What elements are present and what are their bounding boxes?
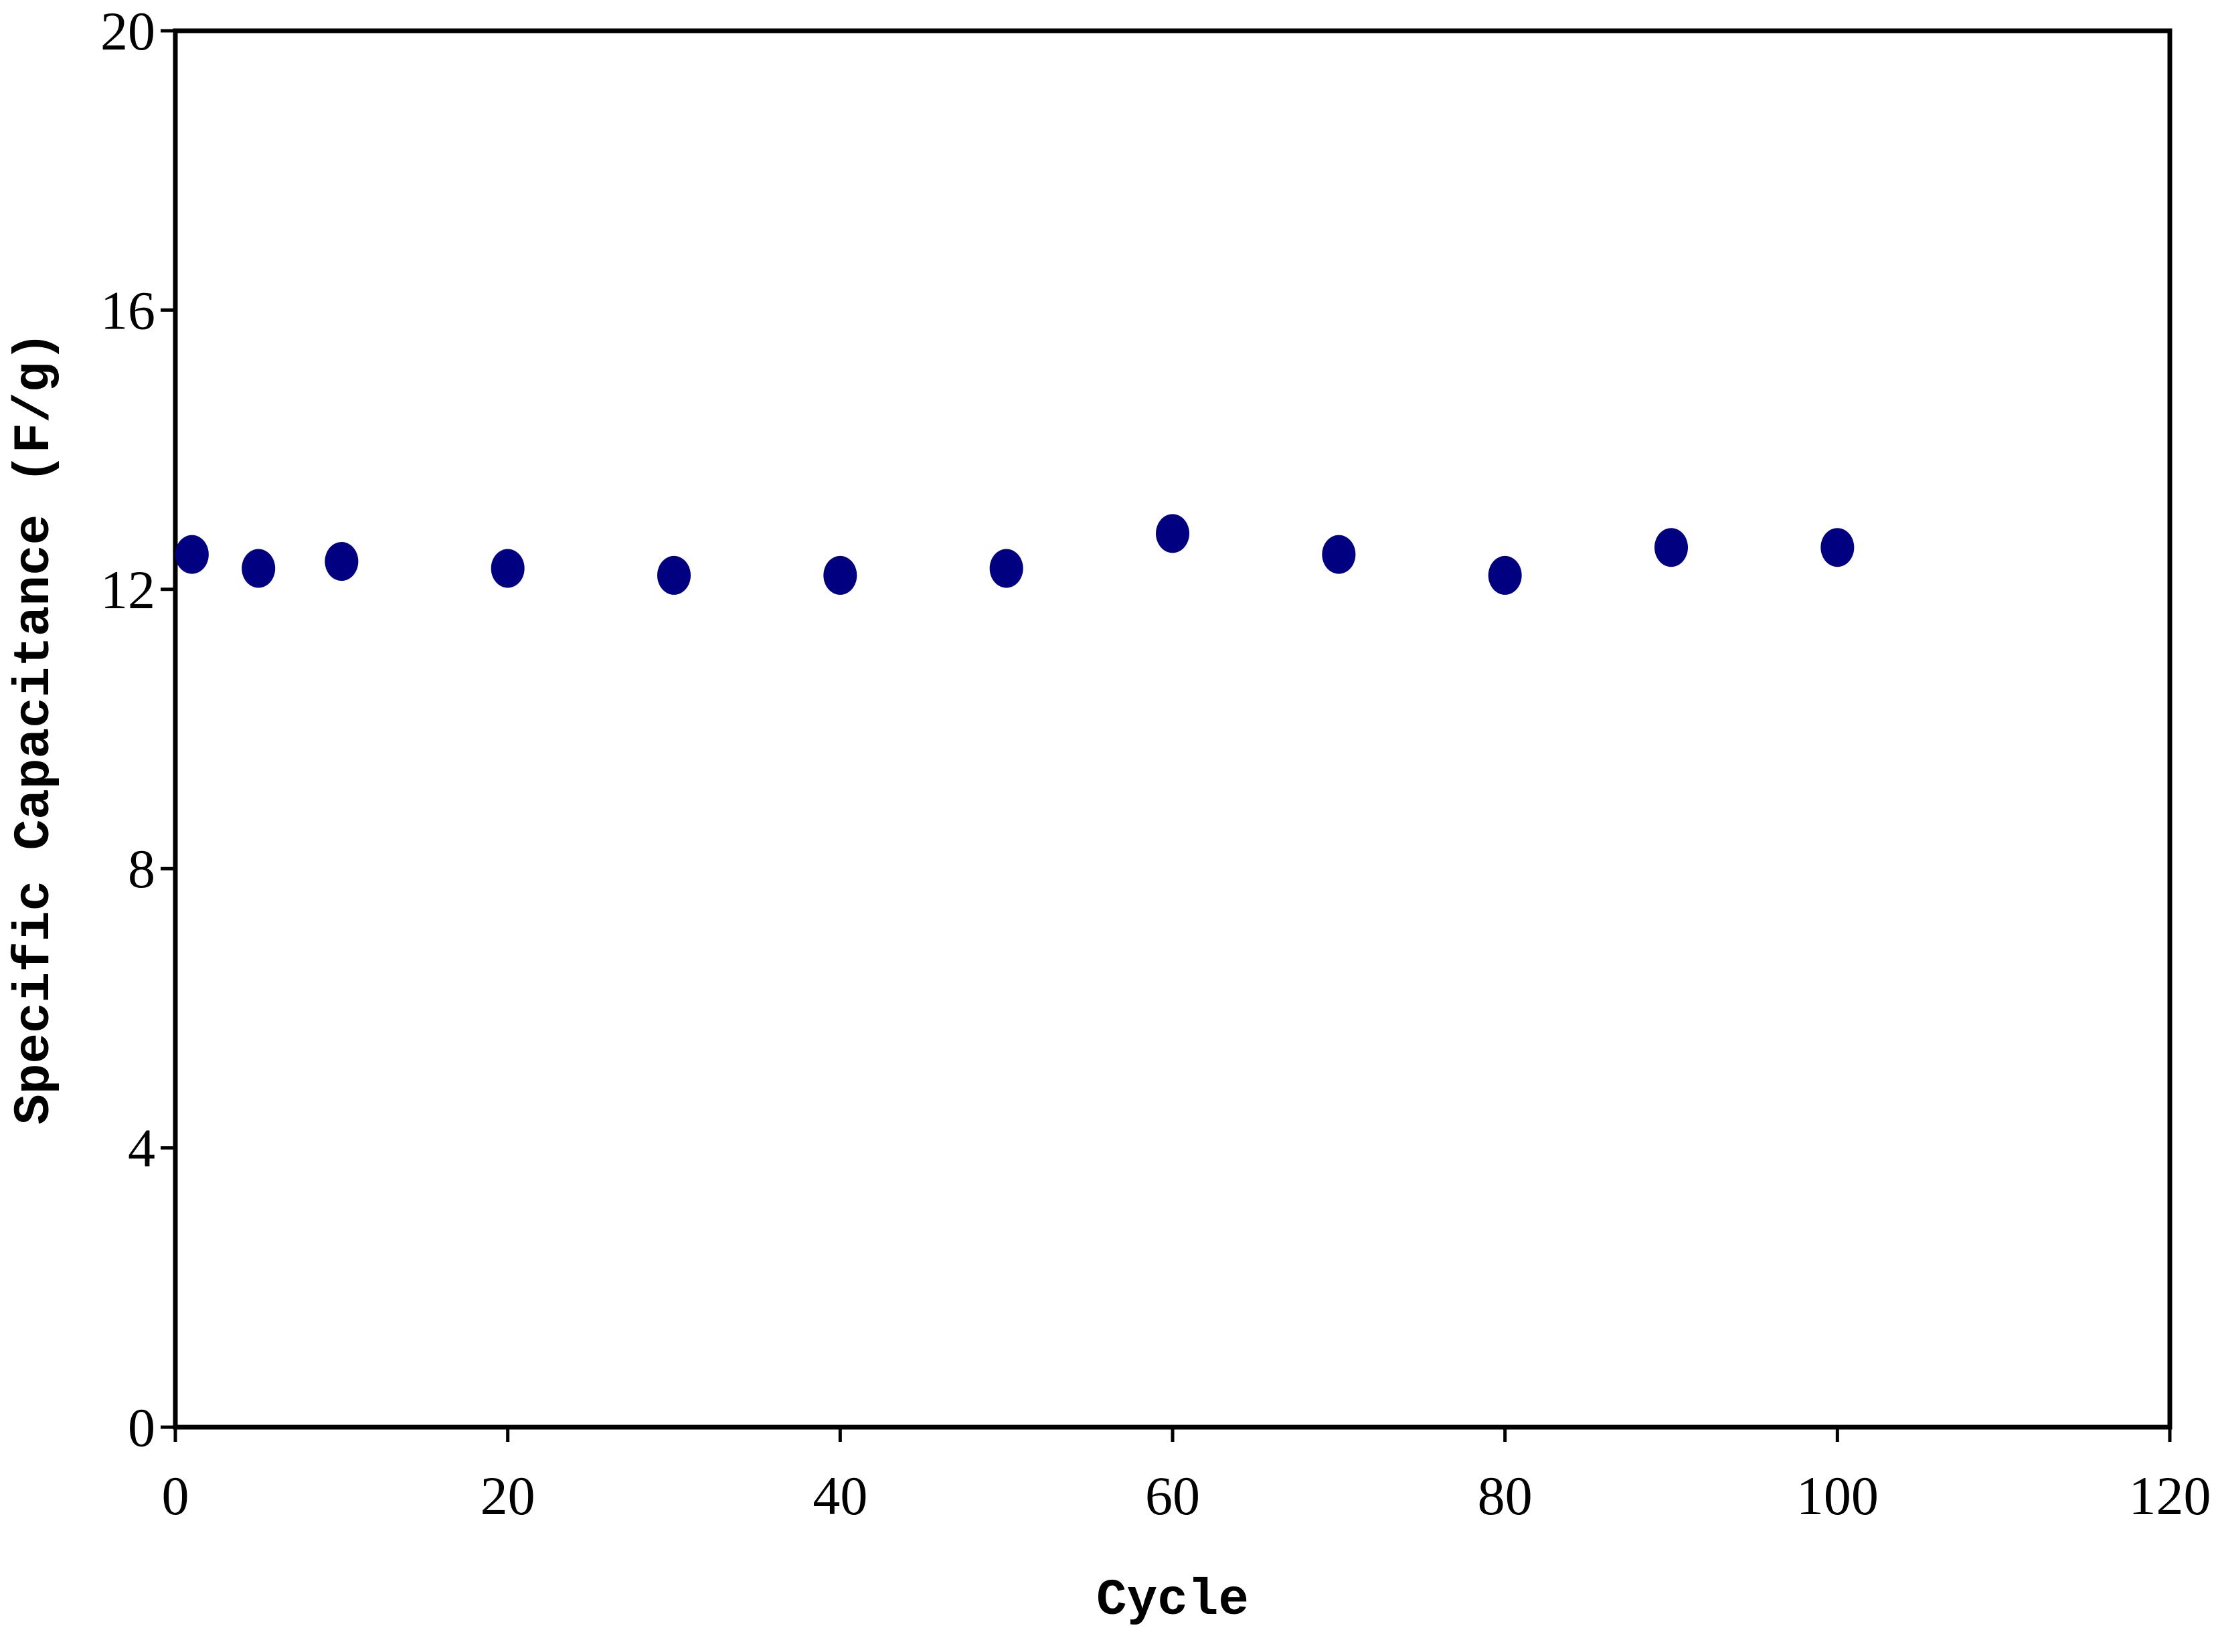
y-tick-label: 4	[128, 1118, 155, 1179]
data-point	[175, 535, 209, 574]
data-point	[1820, 528, 1855, 567]
x-tick-label: 100	[1796, 1465, 1879, 1526]
data-point	[491, 549, 525, 588]
x-tick-label: 60	[1145, 1465, 1200, 1526]
data-point	[325, 542, 359, 581]
x-axis-label: Cycle	[1096, 1572, 1249, 1629]
data-point	[1156, 514, 1189, 553]
x-tick-label: 0	[162, 1465, 189, 1526]
y-axis-label: Specific Capacitance (F/g)	[6, 331, 64, 1125]
y-tick-label: 20	[100, 1, 155, 62]
x-tick-label: 80	[1478, 1465, 1533, 1526]
y-tick-label: 16	[100, 280, 155, 341]
x-tick-label: 120	[2129, 1465, 2211, 1526]
x-tick-label: 20	[481, 1465, 535, 1526]
data-point	[1488, 555, 1522, 595]
y-tick-label: 12	[100, 559, 155, 620]
x-tick-label: 40	[813, 1465, 867, 1526]
y-tick-label: 8	[128, 838, 155, 899]
plot-frame	[173, 28, 2172, 1430]
data-point	[242, 549, 276, 588]
y-tick-label: 0	[128, 1397, 155, 1458]
data-point	[657, 555, 691, 595]
data-point	[989, 549, 1023, 588]
data-point	[1654, 528, 1688, 567]
data-point	[823, 555, 857, 595]
data-point	[1322, 535, 1356, 574]
